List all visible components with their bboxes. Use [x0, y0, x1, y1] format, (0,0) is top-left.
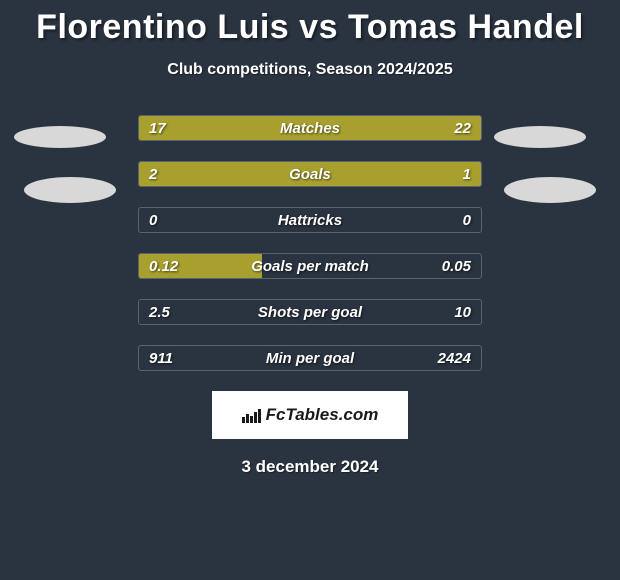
stat-label: Shots per goal	[139, 300, 481, 324]
stats-area: 1722Matches 21Goals 00Hattricks 0.120.05Goa…	[0, 115, 620, 371]
stat-row: 0.120.05Goals per match	[138, 253, 482, 279]
stat-label: Matches	[139, 116, 481, 140]
date-label: 3 december 2024	[0, 457, 620, 477]
stat-label: Min per goal	[139, 346, 481, 370]
stat-row: 00Hattricks	[138, 207, 482, 233]
comparison-title: Florentino Luis vs Tomas Handel	[0, 0, 620, 47]
decorative-ellipse	[24, 177, 116, 203]
brand-box: FcTables.com	[212, 391, 408, 439]
stat-row: 21Goals	[138, 161, 482, 187]
decorative-ellipse	[494, 126, 586, 148]
player1-name: Florentino Luis	[36, 8, 289, 46]
stat-label: Goals per match	[139, 254, 481, 278]
player2-name: Tomas Handel	[348, 8, 584, 46]
stat-row: 9112424Min per goal	[138, 345, 482, 371]
subtitle: Club competitions, Season 2024/2025	[0, 61, 620, 79]
chart-icon	[242, 407, 262, 423]
stat-bars-container: 1722Matches 21Goals 00Hattricks 0.120.05Goa…	[138, 115, 482, 371]
decorative-ellipse	[14, 126, 106, 148]
vs-label: vs	[299, 8, 338, 46]
brand-text: FcTables.com	[242, 405, 379, 425]
stat-label: Goals	[139, 162, 481, 186]
brand-label: FcTables.com	[266, 405, 379, 425]
stat-row: 2.510Shots per goal	[138, 299, 482, 325]
stat-row: 1722Matches	[138, 115, 482, 141]
stat-label: Hattricks	[139, 208, 481, 232]
decorative-ellipse	[504, 177, 596, 203]
